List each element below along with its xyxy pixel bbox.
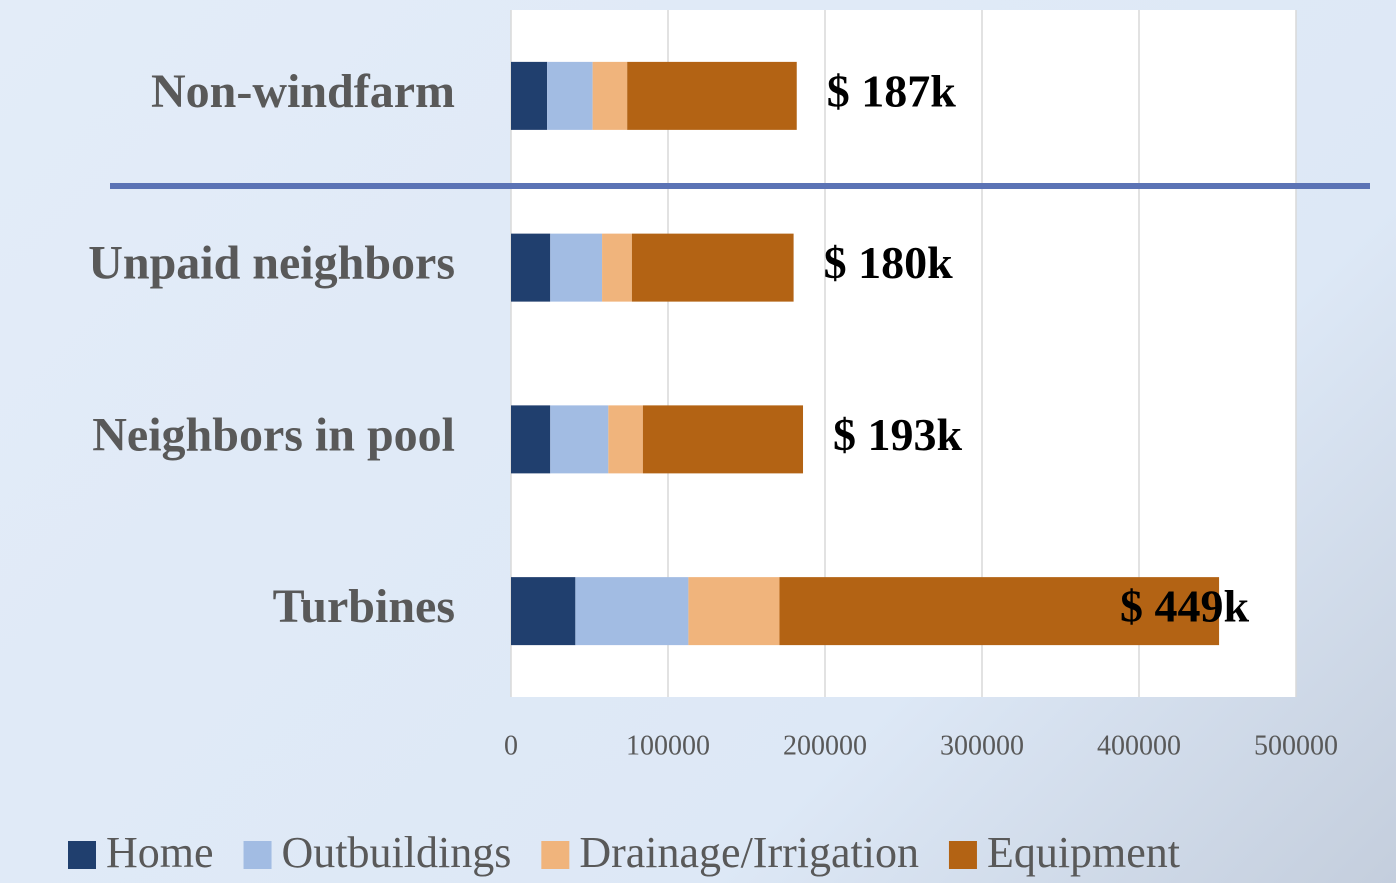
bar-segment [511, 61, 548, 130]
category-label: Unpaid neighbors [88, 237, 455, 290]
legend-swatch [541, 841, 570, 869]
x-tick-label: 500000 [1254, 730, 1338, 761]
bar-segment [511, 405, 551, 474]
bar-segment [602, 233, 632, 302]
total-label: $ 449k [1120, 581, 1250, 632]
bar-segment [688, 577, 780, 646]
x-tick-label: 0 [504, 730, 518, 761]
bar-segment [779, 577, 1220, 646]
bar-segment [631, 233, 794, 302]
bar-segment [642, 405, 804, 474]
bar-segment [608, 405, 643, 474]
bar-segment [547, 61, 593, 130]
total-label: $ 193k [833, 409, 963, 460]
bar-segment [550, 405, 609, 474]
legend-swatch [243, 841, 272, 869]
legend-swatch [948, 841, 977, 869]
legend-label: Home [106, 828, 214, 877]
x-tick-label: 100000 [626, 730, 710, 761]
bar-segment [592, 61, 628, 130]
bar-segment [511, 233, 551, 302]
category-label: Neighbors in pool [92, 408, 455, 461]
legend-swatch [68, 841, 96, 869]
x-tick-label: 300000 [940, 730, 1024, 761]
category-label: Non-windfarm [151, 65, 455, 118]
total-label: $ 187k [827, 65, 957, 116]
legend-label: Drainage/Irrigation [579, 828, 919, 877]
x-tick-label: 200000 [783, 730, 867, 761]
bar-segment [550, 233, 603, 302]
total-label: $ 180k [824, 237, 954, 288]
category-label: Turbines [273, 580, 455, 633]
x-tick-label: 400000 [1097, 730, 1181, 761]
legend-label: Outbuildings [282, 828, 512, 877]
bar-segment [511, 577, 576, 646]
legend-label: Equipment [987, 828, 1180, 877]
bar-segment [627, 61, 797, 130]
bar-segment [575, 577, 689, 646]
